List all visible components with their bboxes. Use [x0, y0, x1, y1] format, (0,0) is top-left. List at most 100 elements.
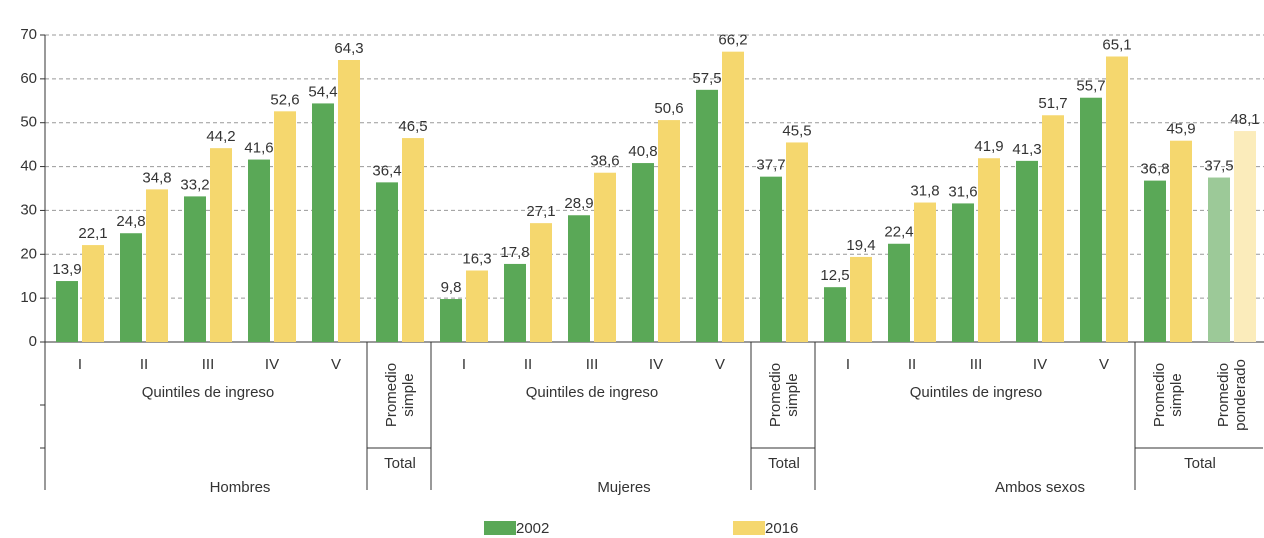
value-label: 33,2 — [180, 176, 209, 193]
bar — [120, 233, 142, 342]
bar — [82, 245, 104, 342]
value-label: 22,4 — [884, 224, 913, 241]
x-tick-label: I — [78, 356, 82, 373]
bar — [978, 158, 1000, 342]
x-tick-label: III — [586, 356, 599, 373]
value-label: 46,5 — [398, 118, 427, 135]
value-label: 31,6 — [948, 183, 977, 200]
value-label: 45,9 — [1166, 121, 1195, 138]
section-label: Hombres — [210, 479, 271, 496]
value-label: 16,3 — [462, 250, 491, 267]
x-tick-label: IV — [649, 356, 663, 373]
y-tick-label: 50 — [20, 114, 37, 131]
bar — [466, 270, 488, 342]
bar — [376, 182, 398, 342]
bar — [952, 203, 974, 342]
bar — [1234, 131, 1256, 342]
bar — [696, 89, 718, 342]
group-label: Total — [384, 455, 416, 472]
value-label: 52,6 — [270, 91, 299, 108]
value-label: 41,3 — [1012, 141, 1041, 158]
group-label: Quintiles de ingreso — [142, 384, 275, 401]
x-tick-label: V — [1099, 356, 1109, 373]
value-label: 24,8 — [116, 213, 145, 230]
bar — [312, 103, 334, 342]
x-tick-label: Promedio ponderado — [1215, 359, 1249, 431]
value-label: 57,5 — [692, 70, 721, 87]
value-label: 36,4 — [372, 162, 401, 179]
x-tick-label: IV — [265, 356, 279, 373]
value-label: 50,6 — [654, 100, 683, 117]
x-tick-label: Promedio simple — [767, 362, 801, 428]
value-label: 38,6 — [590, 153, 619, 170]
value-label: 65,1 — [1102, 36, 1131, 53]
x-tick-label: V — [715, 356, 725, 373]
value-label: 12,5 — [820, 267, 849, 284]
bar — [56, 281, 78, 342]
value-label: 44,2 — [206, 128, 235, 145]
bar — [786, 142, 808, 342]
x-tick-label: Promedio simple — [383, 362, 417, 428]
x-tick-label: III — [970, 356, 983, 373]
bar — [914, 202, 936, 342]
value-label: 40,8 — [628, 143, 657, 160]
bar — [1170, 140, 1192, 342]
value-label: 54,4 — [308, 83, 337, 100]
bar — [658, 120, 680, 342]
group-label: Total — [1184, 455, 1216, 472]
value-label: 41,9 — [974, 138, 1003, 155]
legend-label: 2016 — [765, 520, 798, 537]
bar — [722, 51, 744, 343]
section-label: Mujeres — [597, 479, 650, 496]
bar — [146, 189, 168, 342]
bar — [1042, 115, 1064, 342]
y-tick-label: 10 — [20, 289, 37, 306]
bar — [274, 111, 296, 342]
value-label: 55,7 — [1076, 78, 1105, 95]
y-tick-label: 40 — [20, 158, 37, 175]
value-label: 45,5 — [782, 122, 811, 139]
legend-label: 2002 — [516, 520, 549, 537]
group-label: Quintiles de ingreso — [526, 384, 659, 401]
bar — [440, 299, 462, 342]
bar — [504, 263, 526, 342]
value-label: 17,8 — [500, 244, 529, 261]
x-tick-label: I — [462, 356, 466, 373]
x-tick-label: II — [140, 356, 148, 373]
value-label: 51,7 — [1038, 95, 1067, 112]
value-label: 66,2 — [718, 32, 747, 49]
y-tick-label: 30 — [20, 201, 37, 218]
value-label: 36,8 — [1140, 161, 1169, 178]
bar — [210, 148, 232, 342]
value-label: 64,3 — [334, 40, 363, 57]
bar — [1080, 97, 1102, 342]
x-tick-label: II — [908, 356, 916, 373]
bar — [1208, 177, 1230, 342]
bar — [824, 287, 846, 342]
bar — [184, 196, 206, 342]
bar — [888, 243, 910, 342]
value-label: 28,9 — [564, 195, 593, 212]
value-label: 22,1 — [78, 225, 107, 242]
bar — [248, 159, 270, 342]
value-label: 41,6 — [244, 140, 273, 157]
x-tick-label: Promedio simple — [1151, 362, 1185, 428]
bar — [760, 176, 782, 342]
bar — [1144, 180, 1166, 342]
value-label: 31,8 — [910, 183, 939, 200]
value-label: 34,8 — [142, 169, 171, 186]
bar — [402, 138, 424, 342]
y-tick-label: 20 — [20, 245, 37, 262]
value-label: 37,7 — [756, 157, 785, 174]
bar — [530, 223, 552, 342]
x-tick-label: III — [202, 356, 215, 373]
x-tick-label: IV — [1033, 356, 1047, 373]
bar — [632, 163, 654, 342]
x-tick-label: II — [524, 356, 532, 373]
value-label: 27,1 — [526, 203, 555, 220]
bar — [338, 59, 360, 343]
value-label: 48,1 — [1230, 111, 1259, 128]
value-label: 13,9 — [52, 261, 81, 278]
